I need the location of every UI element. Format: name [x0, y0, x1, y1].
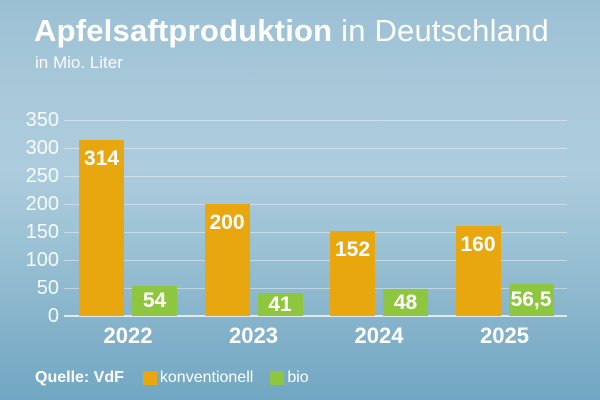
- bar-bio-2024: 48: [383, 289, 428, 316]
- bar-konventionell-2022: 314: [79, 140, 124, 316]
- chart-unit-subtitle: in Mio. Liter: [35, 53, 123, 72]
- bar-value-label-bio-2024: 48: [393, 290, 418, 314]
- y-axis-tick-50: 50: [36, 277, 59, 299]
- gridline-y-50: [64, 287, 567, 289]
- bar-bio-2023: 41: [257, 293, 303, 317]
- gridline-y-0: [64, 315, 567, 317]
- y-axis-tick-100: 100: [25, 249, 59, 271]
- x-axis-label-2023: 2023: [229, 323, 278, 348]
- y-axis-tick-350: 350: [25, 109, 59, 131]
- gridline-y-250: [64, 175, 567, 177]
- title-main: Apfelsaftproduktion: [34, 13, 333, 48]
- bar-value-label-bio-2023: 41: [268, 293, 292, 317]
- footer: Quelle: VdF konventionell bio: [35, 369, 309, 387]
- x-axis-label-2022: 2022: [103, 323, 153, 348]
- gridline-y-150: [64, 231, 567, 233]
- bar-konventionell-2024: 152: [330, 230, 375, 316]
- x-axis-label-2024: 2024: [354, 323, 404, 348]
- title-suffix: in Deutschland: [332, 13, 549, 48]
- legend-swatch-konventionell: [142, 371, 157, 385]
- legend-item-bio: bio: [270, 369, 309, 387]
- bar-value-label-konventionell-2024: 152: [334, 237, 371, 261]
- y-axis-tick-300: 300: [25, 137, 59, 159]
- y-axis-tick-200: 200: [25, 193, 59, 215]
- gridline-y-100: [64, 259, 567, 261]
- gridline-y-300: [64, 147, 567, 149]
- bar-value-label-konventionell-2023: 200: [209, 211, 245, 234]
- gridline-y-200: [64, 203, 567, 205]
- bar-bio-2022: 54: [132, 285, 177, 316]
- legend-item-konventionell: konventionell: [142, 369, 254, 387]
- source-label: Quelle: VdF: [35, 369, 124, 386]
- bar-value-label-konventionell-2025: 160: [460, 233, 496, 257]
- legend-label-bio: bio: [287, 369, 309, 386]
- legend-swatch-bio: [270, 371, 285, 385]
- bar-bio-2025: 56,5: [508, 284, 554, 316]
- bar-konventionell-2025: 160: [455, 226, 501, 316]
- legend-label-konventionell: konventionell: [159, 369, 254, 386]
- y-axis-tick-150: 150: [25, 221, 59, 243]
- bar-value-label-konventionell-2022: 314: [83, 147, 120, 171]
- gridline-y-350: [64, 119, 567, 121]
- y-axis-tick-250: 250: [25, 165, 59, 187]
- page-title: Apfelsaftproduktion in Deutschland: [34, 13, 549, 49]
- bar-value-label-bio-2025: 56,5: [510, 288, 552, 312]
- bar-konventionell-2023: 200: [204, 204, 250, 316]
- bar-value-label-bio-2022: 54: [142, 288, 167, 312]
- y-axis-tick-0: 0: [47, 305, 59, 327]
- x-axis-label-2025: 2025: [480, 323, 529, 348]
